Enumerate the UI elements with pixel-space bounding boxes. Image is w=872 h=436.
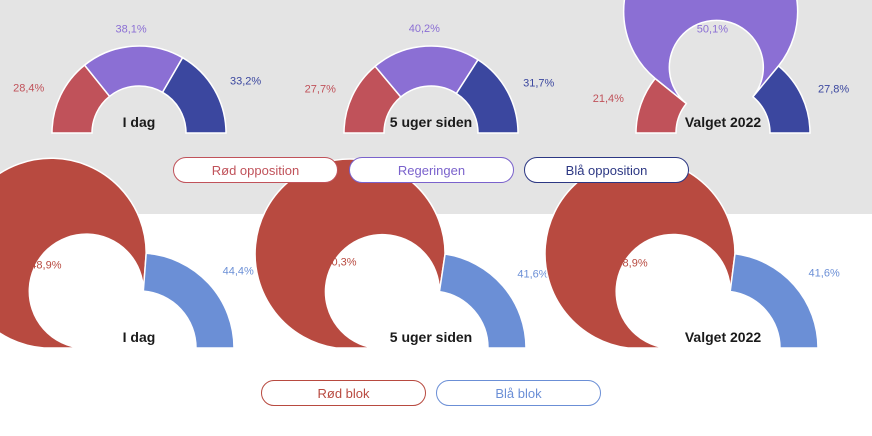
gauge-title: I dag: [123, 329, 156, 345]
gauge-value-label: 41,6%: [517, 269, 548, 281]
gauge-value-label: 41,6%: [809, 268, 840, 280]
gauge-blokke-5-uger-siden: 50,3% 41,6% 5 uger siden: [254, 158, 549, 349]
gauge-segment-bla-opposition[interactable]: [161, 56, 227, 134]
gauge-title: Valget 2022: [685, 114, 761, 130]
gauge-value-label: 33,2%: [230, 76, 261, 88]
gauge-segment-rod-blok[interactable]: [254, 158, 446, 349]
gauge-segment-regeringen[interactable]: [622, 0, 799, 105]
gauge-opposition-regering-5-uger-siden: 27,7% 40,2% 31,7% 5 uger siden: [305, 23, 555, 134]
gauge-blokke-valget-2022: 48,9% 41,6% Valget 2022: [544, 158, 840, 349]
gauge-value-label: 44,4%: [223, 266, 254, 278]
gauge-segment-rod-blok[interactable]: [544, 158, 736, 349]
gauge-segment-bla-blok[interactable]: [729, 252, 819, 349]
gauge-value-label: 50,3%: [325, 257, 356, 269]
gauge-value-label: 31,7%: [523, 78, 554, 90]
gauge-value-label: 27,8%: [818, 83, 849, 95]
gauge-title: Valget 2022: [685, 329, 761, 345]
gauge-title: 5 uger siden: [390, 114, 472, 130]
gauge-segment-bla-blok[interactable]: [438, 253, 527, 349]
legend-rod-opposition-button[interactable]: Rød opposition: [173, 157, 338, 183]
gauge-opposition-regering-valget-2022: 21,4% 50,1% 27,8% Valget 2022: [593, 0, 849, 134]
gauge-segment-rod-blok[interactable]: [0, 157, 147, 349]
legend-bla-blok-button[interactable]: Blå blok: [436, 380, 601, 406]
gauge-value-label: 28,4%: [13, 83, 44, 95]
gauge-segment-bla-blok[interactable]: [142, 252, 235, 349]
gauge-value-label: 21,4%: [593, 93, 624, 105]
gauge-value-label: 27,7%: [305, 84, 336, 96]
gauge-segment-rod-opposition[interactable]: [635, 77, 688, 134]
gauge-opposition-regering-i-dag: 28,4% 38,1% 33,2% I dag: [13, 23, 261, 134]
gauge-value-label: 40,2%: [409, 23, 440, 35]
gauge-title: I dag: [123, 114, 156, 130]
gauge-value-label: 38,1%: [115, 23, 146, 35]
gauge-segment-bla-opposition[interactable]: [751, 64, 811, 134]
legend-rod-blok-button[interactable]: Rød blok: [261, 380, 426, 406]
gauge-value-label: 50,1%: [697, 24, 728, 36]
legend-bla-opposition-button[interactable]: Blå opposition: [524, 157, 689, 183]
gauge-value-label: 48,9%: [30, 259, 61, 271]
gauge-title: 5 uger siden: [390, 329, 472, 345]
gauge-value-label: 48,9%: [616, 257, 647, 269]
gauge-blokke-i-dag: 48,9% 44,4% I dag: [0, 157, 254, 349]
legend-regeringen-button[interactable]: Regeringen: [349, 157, 514, 183]
gauge-segment-bla-opposition[interactable]: [455, 58, 519, 134]
